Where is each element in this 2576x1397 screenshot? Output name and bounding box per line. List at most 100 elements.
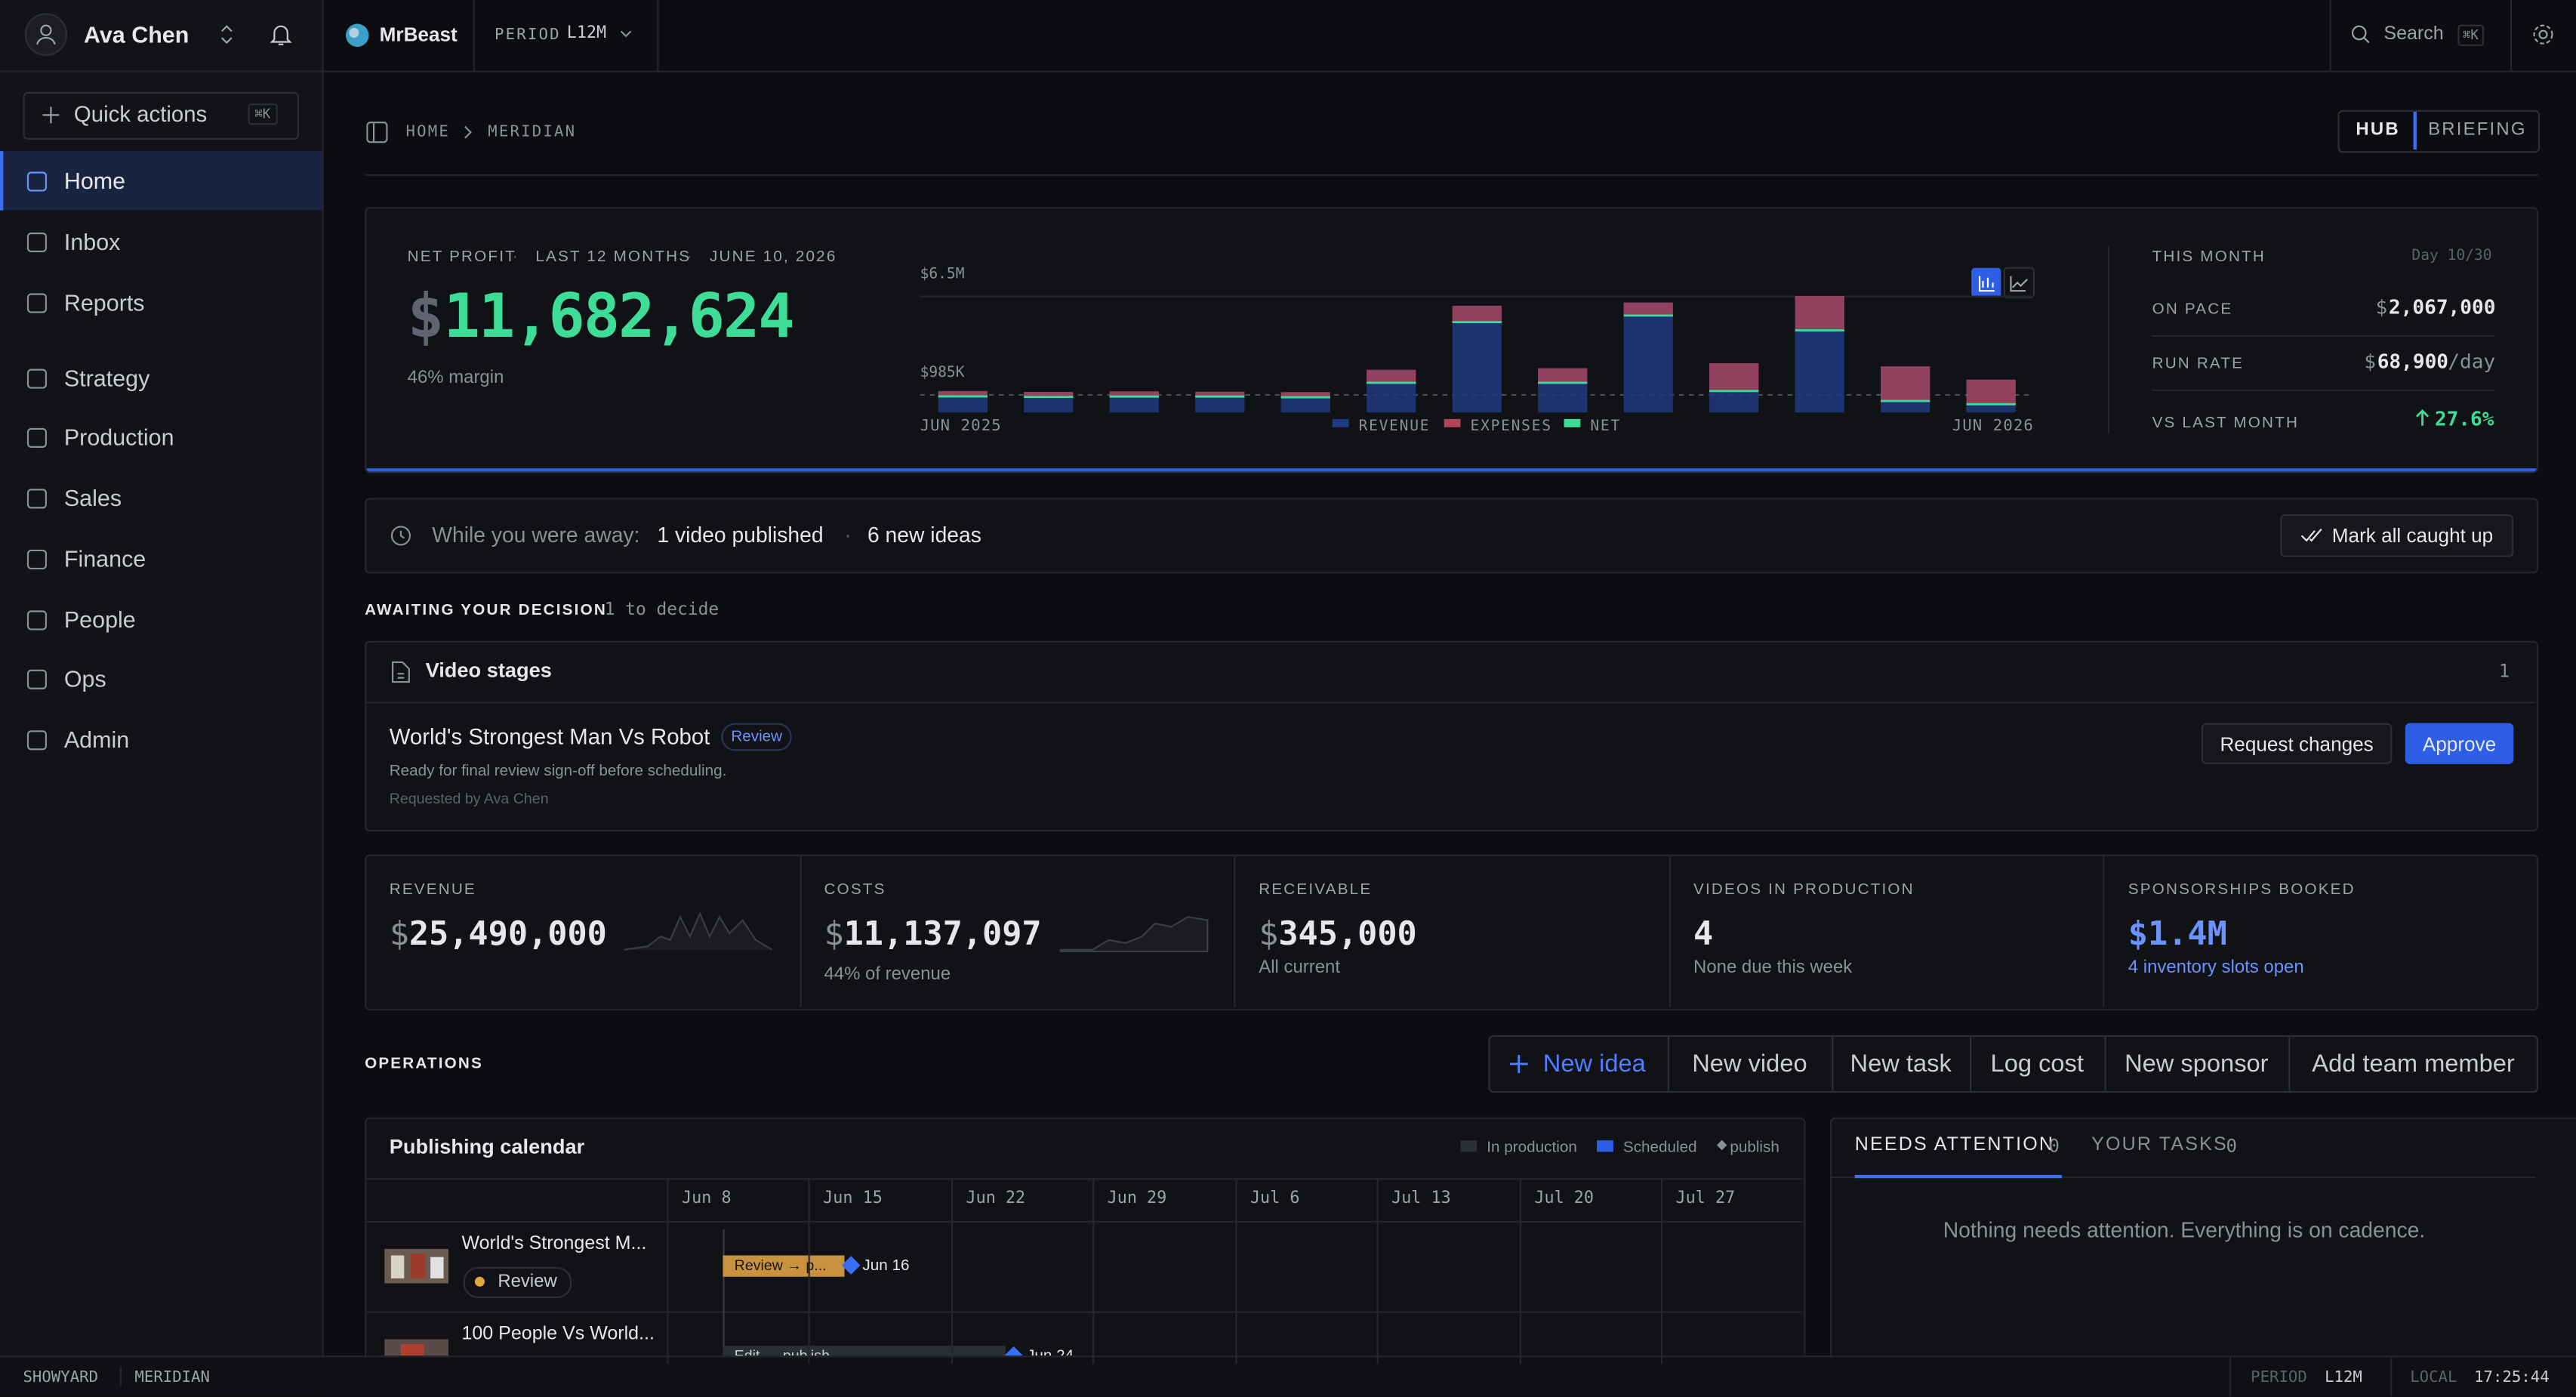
expenses-bar xyxy=(1280,392,1330,398)
status-dot xyxy=(474,1276,485,1287)
away-prefix: While you were away: xyxy=(432,522,640,547)
today-line xyxy=(723,1229,725,1361)
action-button[interactable]: New sponsor xyxy=(2104,1037,2288,1091)
currency: $ xyxy=(824,913,844,954)
action-button[interactable]: Log cost xyxy=(1970,1037,2104,1091)
expenses-bar xyxy=(1452,305,1502,322)
bell-icon[interactable] xyxy=(270,21,292,48)
away-item: 6 new ideas xyxy=(867,522,981,547)
requester: Requested by Ava Chen xyxy=(389,790,549,807)
nav-item[interactable]: Strategy xyxy=(0,348,322,407)
action-button[interactable]: New video xyxy=(1668,1037,1832,1091)
divider xyxy=(799,856,802,1007)
item-title[interactable]: World's Strongest Man Vs Robot xyxy=(389,724,710,750)
divider xyxy=(119,1367,122,1387)
up-arrow xyxy=(2415,409,2430,426)
nav-label: People xyxy=(63,606,136,633)
divider xyxy=(2288,1037,2291,1091)
quick-actions[interactable] xyxy=(23,91,300,140)
group-title: Video stages xyxy=(425,658,552,683)
nav-item[interactable]: Production xyxy=(0,408,322,467)
kpi-label: SPONSORSHIPS BOOKED xyxy=(2128,880,2356,899)
nav-item[interactable]: Admin xyxy=(0,710,322,769)
legend-label: NET xyxy=(1590,417,1621,434)
tab[interactable]: YOUR TASKS xyxy=(2091,1135,2228,1155)
action-button[interactable]: New task xyxy=(1832,1037,1970,1091)
tab[interactable]: NEEDS ATTENTION xyxy=(1854,1135,2055,1155)
kpi-note[interactable]: 4 inventory slots open xyxy=(2128,958,2304,978)
switch-icon[interactable] xyxy=(217,23,236,45)
sidebar xyxy=(0,0,324,1397)
divider xyxy=(2329,0,2331,71)
row-label: VS LAST MONTH xyxy=(2152,414,2300,433)
kpi-label: COSTS xyxy=(824,880,886,899)
week-label: Jun 22 xyxy=(966,1189,1026,1208)
nav-item[interactable]: Reports xyxy=(0,273,322,332)
expenses-bar xyxy=(1966,379,2016,405)
divider xyxy=(1519,1180,1521,1365)
divider xyxy=(1235,1180,1237,1365)
legend: Scheduled xyxy=(1622,1138,1697,1157)
divider xyxy=(2107,246,2110,434)
legend-swatch xyxy=(1460,1140,1478,1152)
tab-count: 0 xyxy=(2226,1135,2237,1157)
nav-active xyxy=(0,151,322,211)
run-rate: 68,900 xyxy=(2377,350,2449,373)
gantt-bar[interactable]: Review → p... xyxy=(723,1255,845,1277)
nav-item[interactable]: Home xyxy=(0,151,322,210)
sparkline xyxy=(1059,916,1209,953)
row-title[interactable]: World's Strongest M... xyxy=(461,1234,647,1254)
nav-icon xyxy=(26,668,48,689)
brand-logo xyxy=(346,23,369,48)
line-toggle[interactable] xyxy=(2003,267,2035,298)
status-label: LOCAL xyxy=(2410,1368,2457,1387)
nav-item[interactable]: Inbox xyxy=(0,212,322,271)
search[interactable]: Search xyxy=(2383,24,2444,45)
chevron xyxy=(620,30,632,38)
action-button[interactable]: New idea xyxy=(1488,1037,1667,1091)
divider xyxy=(1970,1037,1972,1091)
approve[interactable]: Approve xyxy=(2405,723,2514,764)
breadcrumb-item[interactable]: HOME xyxy=(405,123,450,142)
divider xyxy=(1376,1180,1379,1365)
tab[interactable]: BRIEFING xyxy=(2428,119,2527,140)
nav-item[interactable]: Finance xyxy=(0,529,322,588)
nav-icon xyxy=(26,488,48,508)
sidebar-toggle[interactable] xyxy=(366,122,388,143)
bar-toggle[interactable] xyxy=(1971,267,2001,298)
brand[interactable]: MrBeast xyxy=(379,23,458,46)
nav-item[interactable]: People xyxy=(0,590,322,649)
week-label: Jul 20 xyxy=(1534,1189,1595,1208)
divider xyxy=(2152,389,2494,391)
period-value[interactable]: L12M xyxy=(566,24,607,43)
kpi-note: None due this week xyxy=(1693,958,1853,978)
request-changes[interactable]: Request changes xyxy=(2201,723,2393,764)
avatar xyxy=(24,13,68,56)
divider xyxy=(366,702,2535,704)
action-button[interactable]: Add team member xyxy=(2288,1037,2538,1091)
nav-icon xyxy=(26,292,48,313)
section-title: OPERATIONS xyxy=(365,1055,483,1073)
kpi-value: 11,137,097 xyxy=(843,913,1042,954)
away-item: 1 video published xyxy=(657,522,824,547)
action-label: Add team member xyxy=(2312,1050,2515,1078)
status-label: PERIOD xyxy=(2251,1368,2307,1387)
divider xyxy=(366,1220,1803,1223)
action-label: Log cost xyxy=(1990,1050,2084,1078)
nav-item[interactable]: Ops xyxy=(0,649,322,708)
action-label: New video xyxy=(1692,1050,1807,1078)
net-profit-chart: $985K $6.5M JUN 2025 JUN 2026 REVENUE EXPENSE… xyxy=(920,265,2035,434)
tab-indicator xyxy=(1854,1174,2062,1179)
nav-item[interactable]: Sales xyxy=(0,468,322,527)
mark-caught-up[interactable]: Mark all caught up xyxy=(2280,514,2514,557)
tab[interactable]: HUB xyxy=(2356,119,2400,140)
settings-icon[interactable] xyxy=(2531,23,2554,45)
calendar-card xyxy=(365,1117,1806,1397)
expenses-bar xyxy=(1709,362,1759,391)
expenses-bar xyxy=(1795,295,1844,331)
legend-swatch xyxy=(1564,418,1581,427)
divider xyxy=(2152,335,2494,338)
row-title[interactable]: 100 People Vs World... xyxy=(461,1324,655,1344)
week-label: Jul 27 xyxy=(1675,1189,1736,1208)
kpi-label: VIDEOS IN PRODUCTION xyxy=(1693,880,1915,899)
